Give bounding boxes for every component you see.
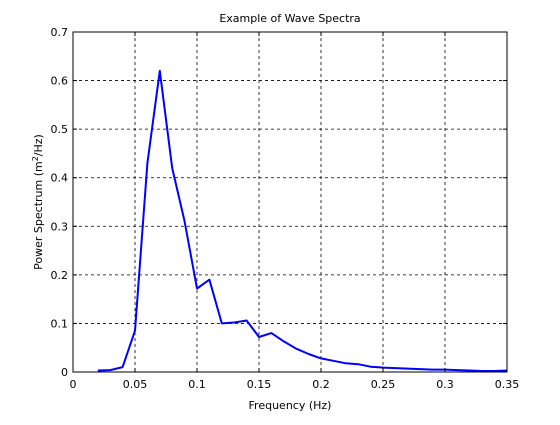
x-axis-label: Frequency (Hz) <box>249 399 332 412</box>
y-tick-label: 0.1 <box>51 317 69 330</box>
x-tick-label: 0 <box>70 378 77 391</box>
x-tick-label: 0.15 <box>247 378 272 391</box>
x-tick-label: 0.25 <box>371 378 396 391</box>
x-tick-label: 0.05 <box>123 378 148 391</box>
grid-layer <box>73 32 507 372</box>
x-tick-label: 0.35 <box>495 378 520 391</box>
y-axis-label: Power Spectrum (m2/Hz) <box>31 134 46 270</box>
y-tick-label: 0.4 <box>51 172 69 185</box>
y-tick-label: 0.5 <box>51 123 69 136</box>
tick-layer <box>72 31 508 373</box>
y-tick-label: 0.2 <box>51 269 69 282</box>
chart-title: Example of Wave Spectra <box>219 12 360 25</box>
x-tick-label: 0.1 <box>188 378 206 391</box>
series-layer <box>97 69 508 372</box>
y-axis-label-suffix: /Hz) <box>32 134 45 156</box>
y-tick-labels: 0 0.1 0.2 0.3 0.4 0.5 0.6 0.7 <box>51 26 69 379</box>
y-axis-label-superscript: 2 <box>31 156 40 161</box>
y-tick-label: 0.3 <box>51 220 69 233</box>
y-tick-label: 0.7 <box>51 26 69 39</box>
x-tick-label: 0.3 <box>436 378 454 391</box>
x-tick-label: 0.2 <box>312 378 330 391</box>
y-axis-label-prefix: Power Spectrum (m <box>32 161 45 270</box>
y-tick-label: 0 <box>61 366 68 379</box>
plot-frame <box>72 31 508 373</box>
y-tick-label: 0.6 <box>51 75 69 88</box>
spectrum-line <box>97 69 508 372</box>
x-tick-labels: 0 0.05 0.1 0.15 0.2 0.25 0.3 0.35 <box>70 378 520 391</box>
